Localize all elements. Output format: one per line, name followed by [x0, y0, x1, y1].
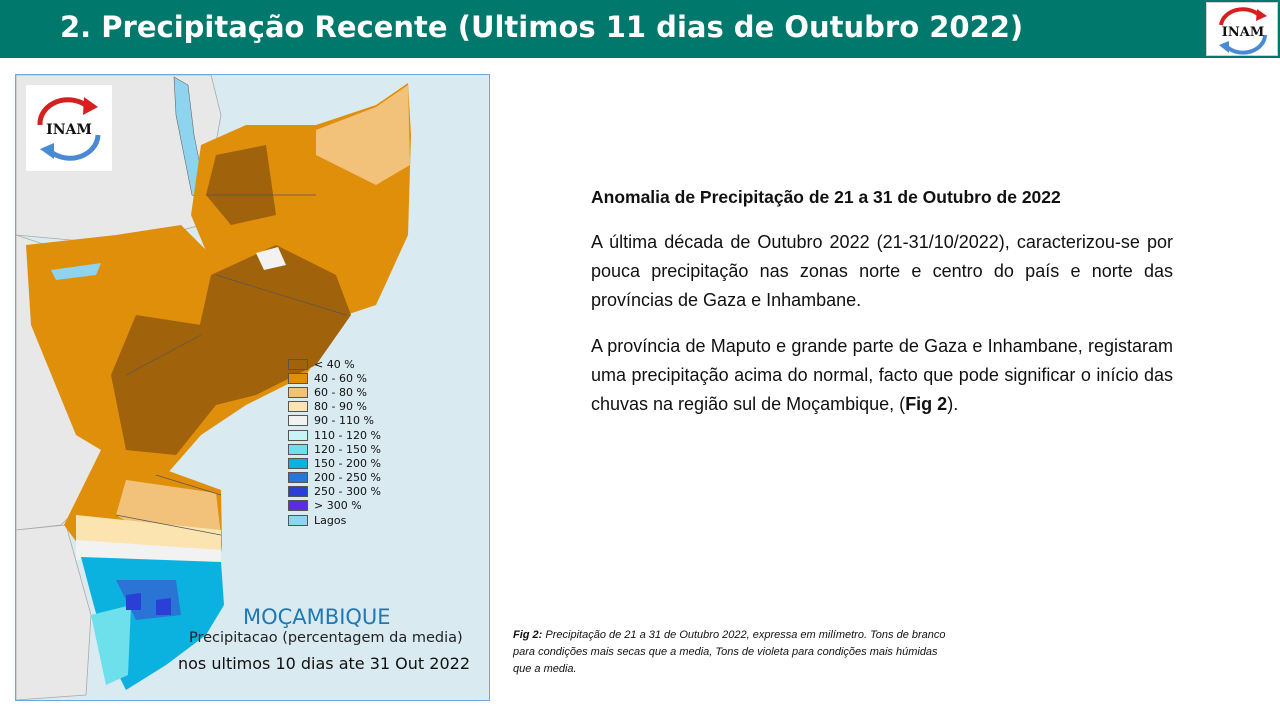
- section-heading: Anomalia de Precipitação de 21 a 31 de O…: [591, 187, 1061, 207]
- legend-swatch: [288, 386, 308, 398]
- legend-swatch: [288, 472, 308, 484]
- legend-swatch: [288, 457, 308, 469]
- svg-text:INAM: INAM: [1222, 25, 1264, 40]
- legend-item: 250 - 300 %: [288, 485, 381, 499]
- legend-item: 80 - 90 %: [288, 400, 381, 414]
- figure-caption-text: Precipitação de 21 a 31 de Outubro 2022,…: [513, 629, 946, 675]
- legend-label: < 40 %: [314, 357, 355, 371]
- legend-item: < 40 %: [288, 357, 381, 371]
- legend-item: 90 - 110 %: [288, 414, 381, 428]
- paragraph-2: A província de Maputo e grande parte de …: [591, 332, 1173, 419]
- inam-logo-icon: INAM: [1219, 7, 1267, 55]
- legend-label: 80 - 90 %: [314, 400, 367, 414]
- header-bar: 2. Precipitação Recente (Ultimos 11 dias…: [0, 0, 1280, 58]
- paragraph-1: A última década de Outubro 2022 (21-31/1…: [591, 232, 1173, 310]
- legend-swatch: [288, 358, 308, 370]
- legend-item: Lagos: [288, 513, 381, 527]
- legend-label: 40 - 60 %: [314, 371, 367, 385]
- paragraph-2-end: ).: [947, 394, 959, 414]
- legend-swatch: [288, 500, 308, 512]
- inam-logo-icon: INAM: [37, 97, 101, 161]
- legend-item: 200 - 250 %: [288, 471, 381, 485]
- legend-swatch: [288, 514, 308, 526]
- legend-label: 110 - 120 %: [314, 428, 381, 442]
- legend-swatch: [288, 401, 308, 413]
- precipitation-map: INAM < 40 % 40 - 60 % 60 - 80 % 80 - 90 % 90…: [15, 74, 490, 701]
- legend-label: 90 - 110 %: [314, 414, 374, 428]
- map-subtitle: Precipitacao (percentagem da media): [189, 630, 463, 646]
- paragraph-2-text: A província de Maputo e grande parte de …: [591, 336, 1173, 414]
- legend-label: 60 - 80 %: [314, 385, 367, 399]
- legend-label: Lagos: [314, 513, 347, 527]
- legend-item: 60 - 80 %: [288, 385, 381, 399]
- legend-item: 110 - 120 %: [288, 428, 381, 442]
- legend-label: 150 - 200 %: [314, 456, 381, 470]
- legend-item: 120 - 150 %: [288, 442, 381, 456]
- map-period: nos ultimos 10 dias ate 31 Out 2022: [178, 654, 470, 673]
- legend-swatch: [288, 415, 308, 427]
- legend-label: 200 - 250 %: [314, 471, 381, 485]
- legend-item: > 300 %: [288, 499, 381, 513]
- legend-item: 150 - 200 %: [288, 456, 381, 470]
- map-legend: < 40 % 40 - 60 % 60 - 80 % 80 - 90 % 90 - 11…: [288, 357, 381, 527]
- page-title: 2. Precipitação Recente (Ultimos 11 dias…: [60, 10, 1024, 44]
- legend-label: 120 - 150 %: [314, 442, 381, 456]
- inam-logo: INAM: [1206, 2, 1278, 56]
- legend-swatch: [288, 486, 308, 498]
- map-inam-logo: INAM: [26, 85, 112, 171]
- legend-label: > 300 %: [314, 499, 362, 513]
- legend-item: 40 - 60 %: [288, 371, 381, 385]
- svg-text:INAM: INAM: [46, 122, 92, 138]
- legend-swatch: [288, 372, 308, 384]
- legend-swatch: [288, 429, 308, 441]
- figure-caption: Fig 2: Precipitação de 21 a 31 de Outubr…: [513, 627, 953, 678]
- figure-caption-label: Fig 2:: [513, 629, 543, 641]
- figure-reference: Fig 2: [905, 394, 948, 414]
- mozambique-map-graphic: [16, 75, 411, 700]
- legend-label: 250 - 300 %: [314, 485, 381, 499]
- map-country-title: MOÇAMBIQUE: [243, 605, 391, 629]
- legend-swatch: [288, 443, 308, 455]
